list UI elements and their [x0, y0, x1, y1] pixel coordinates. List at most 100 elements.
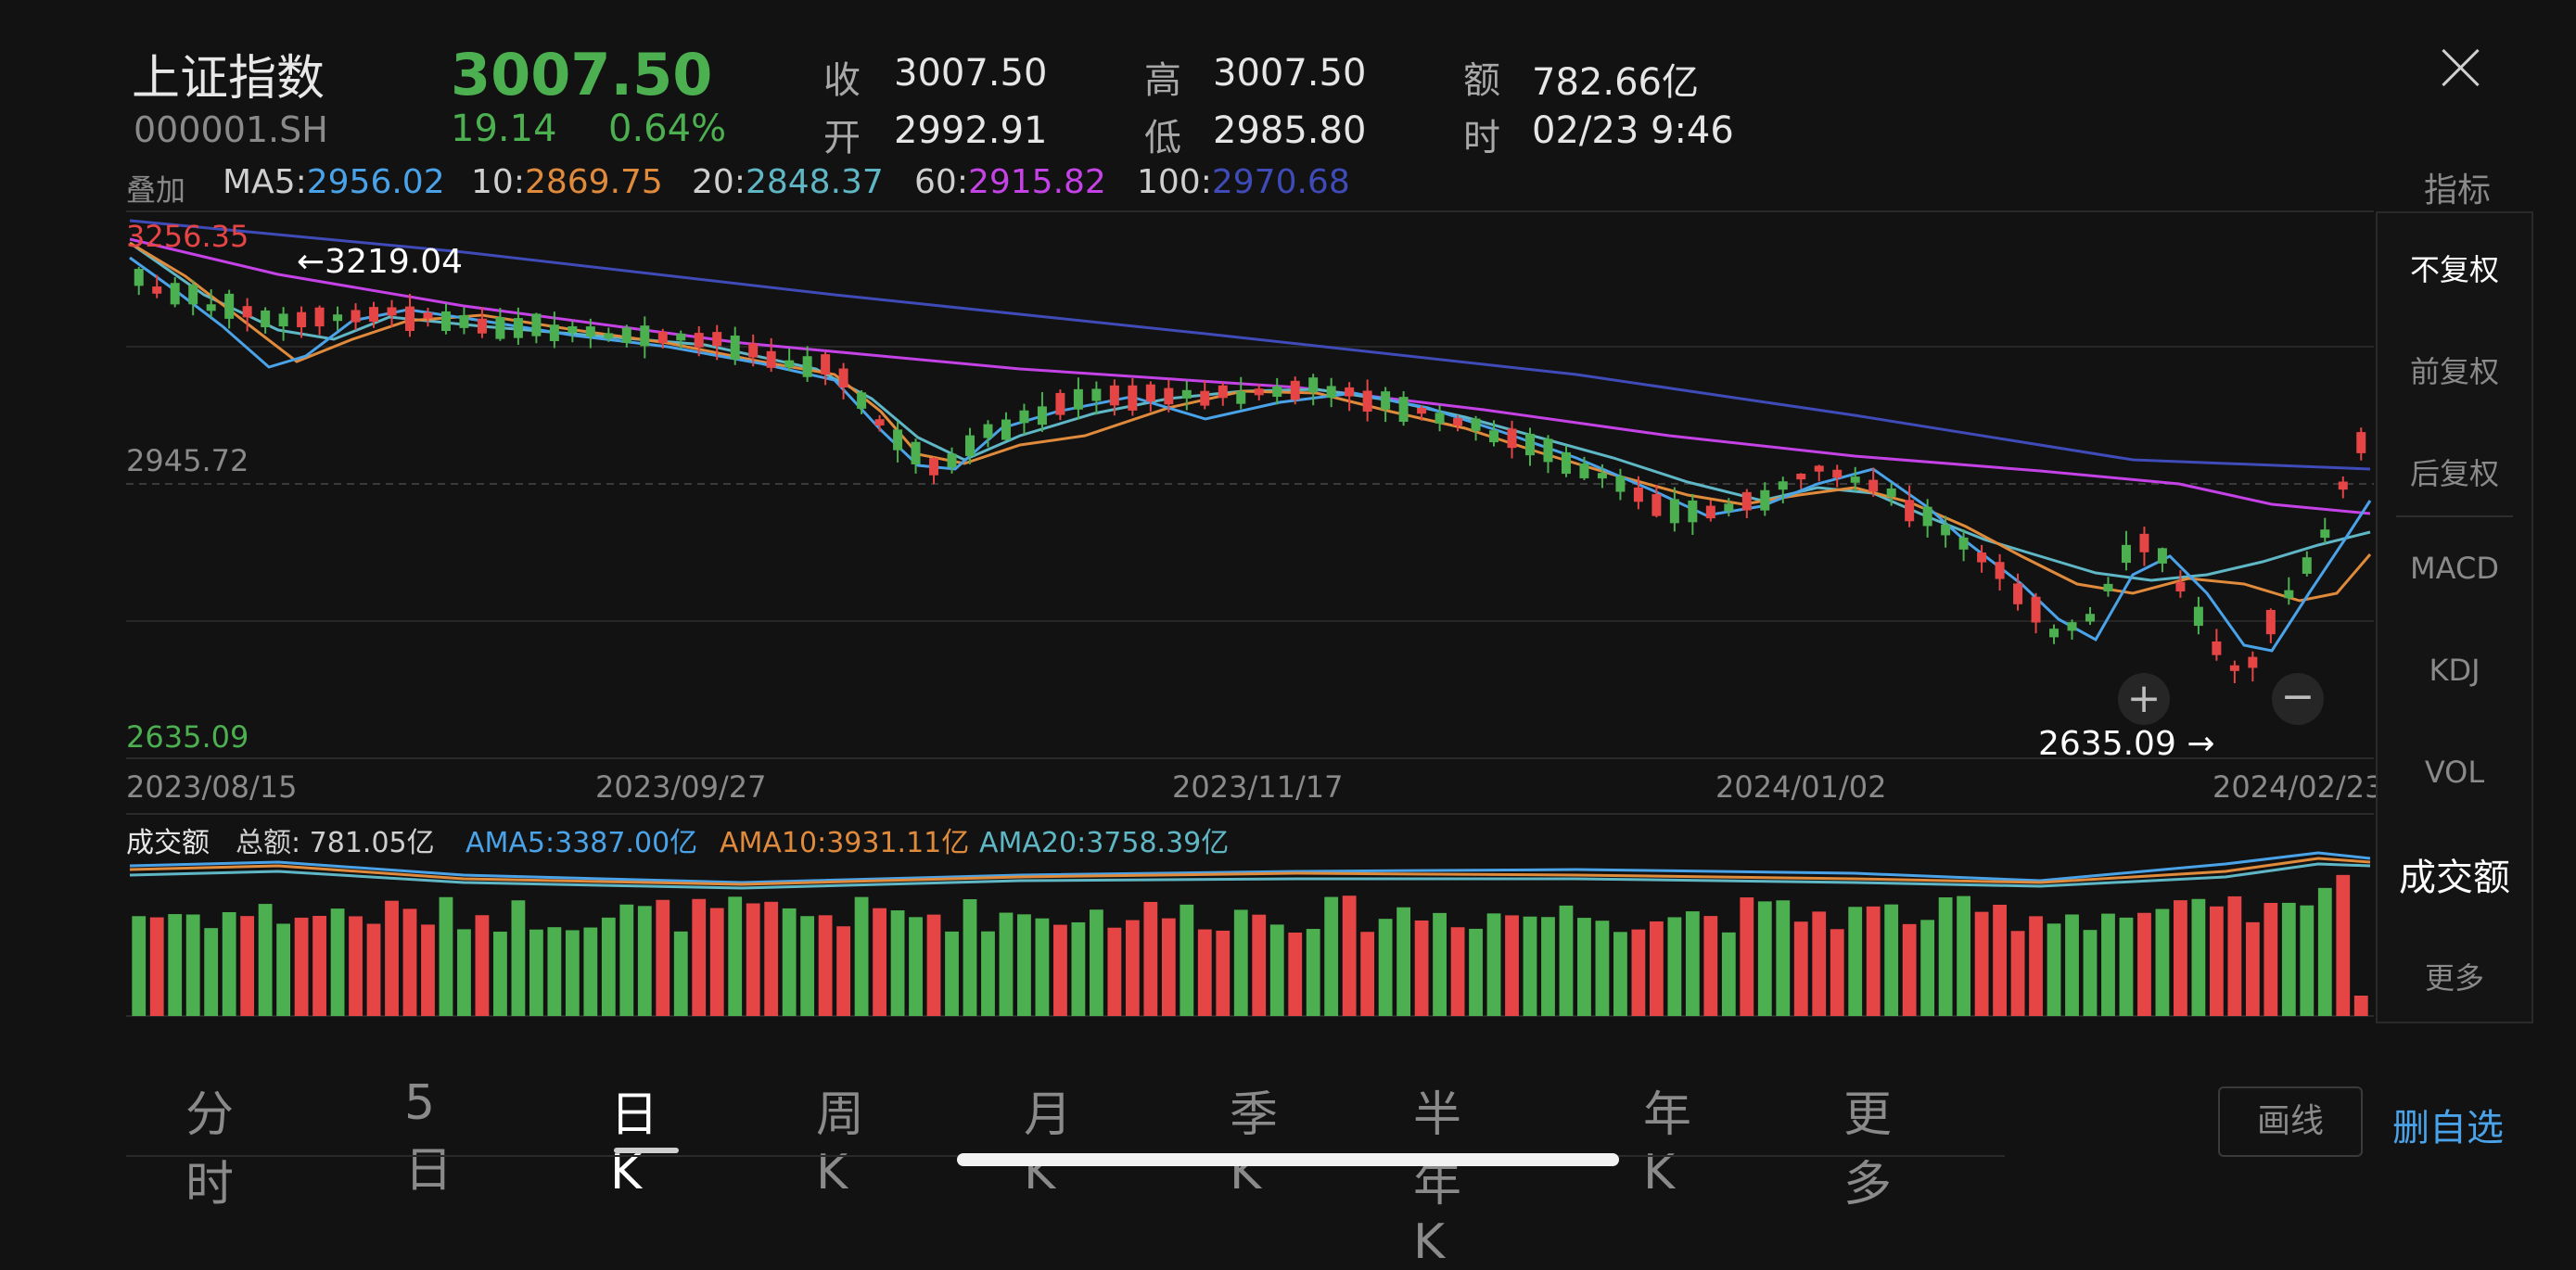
volume-bar: [1053, 924, 1067, 1016]
stat-close-value: 3007.50: [894, 52, 1048, 95]
volume-bar: [2264, 903, 2278, 1016]
stat-low-value: 2985.80: [1213, 109, 1367, 152]
volume-bar: [782, 908, 797, 1016]
volume-bar: [1252, 914, 1267, 1016]
candle-body: [712, 332, 722, 347]
remove-watchlist-button[interactable]: 删自选: [2392, 1107, 2504, 1149]
ama5-legend: AMA5:3387.00亿: [465, 827, 698, 859]
candle-body: [857, 392, 867, 409]
candle-body: [423, 312, 433, 319]
ma100-value: 2970.68: [1211, 163, 1350, 201]
candle-body: [1145, 384, 1155, 402]
volume-bar: [1161, 918, 1176, 1016]
volume-bar: [619, 904, 634, 1016]
side-item-turnover[interactable]: 成交额: [2399, 857, 2510, 899]
volume-bar: [709, 908, 724, 1016]
volume-bar: [222, 911, 236, 1016]
overlay-button[interactable]: 叠加: [126, 172, 186, 208]
volume-bar: [1866, 906, 1881, 1016]
volume-bar: [1974, 911, 1989, 1016]
candle-body: [1507, 428, 1517, 449]
home-indicator[interactable]: [957, 1153, 1619, 1166]
volume-bar: [1993, 904, 2007, 1016]
candle-body: [1832, 469, 1843, 478]
volume-bar: [168, 914, 183, 1016]
tab-daily[interactable]: 日K: [610, 1087, 659, 1200]
volume-bar: [511, 900, 526, 1016]
candle-body: [134, 269, 144, 286]
zoom-in-button[interactable]: +: [2118, 673, 2170, 725]
candle-body: [1001, 419, 1011, 440]
minus-icon: −: [2281, 673, 2315, 720]
side-item-kdj[interactable]: KDJ: [2429, 653, 2480, 688]
candle-body: [1272, 386, 1282, 398]
stat-close-label: 收: [823, 59, 861, 102]
tab-yearly[interactable]: 年K: [1643, 1087, 1692, 1200]
candle-body: [1868, 479, 1879, 492]
volume-bar: [1685, 911, 1700, 1016]
ama20-line: [129, 862, 2371, 890]
side-item-no-adjust[interactable]: 不复权: [2409, 252, 2499, 287]
volume-bar: [1830, 929, 1844, 1016]
volume-bar: [637, 906, 652, 1016]
ma100-label: 100: [1137, 163, 1201, 201]
ma60-label: 60: [914, 163, 957, 201]
volume-bar: [2174, 900, 2187, 1016]
candle-body: [802, 356, 812, 377]
tab-quarterly[interactable]: 季K: [1230, 1087, 1279, 1200]
volume-bar: [1143, 901, 1158, 1016]
ma60-line: [129, 237, 2371, 515]
side-item-vol[interactable]: VOL: [2424, 755, 2485, 790]
side-panel: 不复权 前复权 后复权 MACD KDJ VOL 成交额 更多: [2376, 211, 2533, 1023]
volume-bar: [746, 903, 760, 1016]
volume-bar: [457, 929, 471, 1016]
volume-bar: [1703, 916, 1718, 1016]
volume-bar: [836, 926, 851, 1016]
candle-body: [242, 306, 252, 318]
volume-bar: [132, 916, 147, 1016]
draw-line-button[interactable]: 画线: [2218, 1086, 2363, 1157]
tab-weekly[interactable]: 周K: [816, 1087, 865, 1200]
candle-body: [1073, 388, 1083, 410]
candle-body: [2248, 656, 2258, 668]
candle-body: [604, 333, 614, 339]
tab-half-year[interactable]: 半年K: [1413, 1087, 1462, 1270]
candle-body: [1471, 418, 1481, 431]
ma10-label: 10: [471, 163, 514, 201]
candle-body: [2229, 665, 2239, 671]
candle-body: [1525, 433, 1535, 456]
zoom-out-button[interactable]: −: [2272, 673, 2324, 725]
candle-body: [2067, 622, 2077, 631]
volume-bar: [1396, 907, 1411, 1016]
indicator-button[interactable]: 指标: [2424, 171, 2492, 210]
candlestick-chart[interactable]: 3256.35 2945.72 2635.09 ←3219.04 2635.09…: [0, 0, 2576, 1038]
candle-body: [965, 435, 975, 456]
candle-body: [2049, 629, 2060, 638]
candle-body: [549, 324, 559, 342]
volume-bar: [1902, 923, 1917, 1016]
volume-bar: [1541, 917, 1555, 1016]
ma20-label: 20: [692, 163, 734, 201]
side-item-macd[interactable]: MACD: [2410, 551, 2499, 586]
ma5-line: [129, 256, 2372, 653]
tab-intraday[interactable]: 分时: [185, 1087, 235, 1213]
candle-body: [1814, 465, 1824, 472]
ma20-line: [129, 241, 2371, 582]
tab-5day[interactable]: 5日: [404, 1075, 453, 1199]
candle-body: [152, 286, 162, 294]
volume-bar: [1486, 913, 1501, 1016]
candle-body: [929, 458, 939, 476]
volume-bar: [1433, 912, 1447, 1016]
candle-body: [1597, 473, 1607, 479]
volume-bar: [999, 912, 1014, 1016]
volume-bar: [1667, 917, 1682, 1016]
candle-body: [2356, 432, 2366, 453]
volume-bar: [818, 915, 833, 1016]
tab-more[interactable]: 更多: [1843, 1087, 1893, 1213]
tab-monthly[interactable]: 月K: [1024, 1087, 1073, 1200]
side-item-backward-adjust[interactable]: 后复权: [2409, 456, 2499, 491]
side-item-more[interactable]: 更多: [2424, 960, 2484, 996]
side-item-forward-adjust[interactable]: 前复权: [2409, 354, 2499, 389]
volume-bar: [2101, 913, 2115, 1016]
candle-body: [1688, 500, 1698, 523]
